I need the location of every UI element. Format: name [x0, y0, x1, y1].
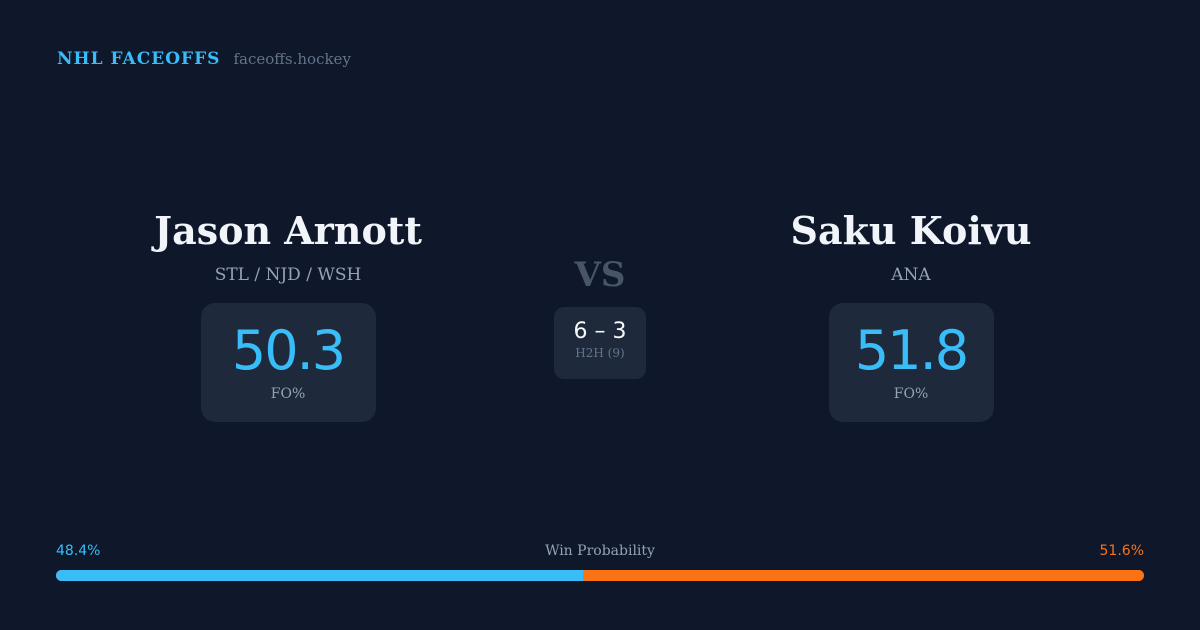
player1-win-prob: 48.4%	[56, 543, 101, 559]
player1-fo-card: 50.3 FO%	[200, 303, 376, 422]
player1-prob-fill	[56, 570, 583, 581]
player2-fo-card: 51.8 FO%	[828, 303, 994, 422]
h2h-card: 6 – 3 H2H (9)	[554, 307, 646, 379]
player1-name: Jason Arnott	[154, 208, 422, 253]
vs-label: VS	[574, 255, 626, 295]
player1-fo-value: 50.3	[231, 318, 346, 382]
player2-panel: Saku Koivu ANA 51.8 FO%	[701, 208, 1121, 422]
brand: NHL FACEOFFS faceoffs.hockey	[57, 49, 351, 69]
player1-panel: Jason Arnott STL / NJD / WSH 50.3 FO%	[78, 208, 498, 422]
player2-fo-value: 51.8	[854, 318, 969, 382]
player1-fo-label: FO%	[270, 385, 306, 402]
win-prob-label: Win Probability	[545, 543, 655, 559]
player2-fo-label: FO%	[893, 385, 929, 402]
player1-teams: STL / NJD / WSH	[214, 265, 362, 285]
h2h-score: 6 – 3	[573, 319, 627, 344]
brand-url: faceoffs.hockey	[233, 50, 351, 68]
brand-title: NHL FACEOFFS	[57, 49, 221, 69]
player2-win-prob: 51.6%	[1099, 543, 1144, 559]
h2h-label: H2H (9)	[575, 346, 625, 360]
player2-prob-fill	[582, 570, 1144, 581]
win-prob-bar	[56, 570, 1144, 581]
player2-teams: ANA	[891, 265, 931, 285]
player2-name: Saku Koivu	[790, 208, 1032, 253]
